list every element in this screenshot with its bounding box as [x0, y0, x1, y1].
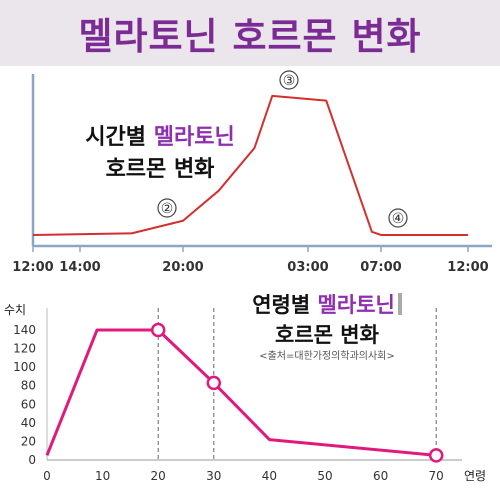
age-x-tick-label: 60: [373, 469, 388, 483]
hourly-label-prefix: 시간별: [85, 125, 147, 150]
hourly-tick-label: 12:00: [12, 260, 53, 275]
decorative-bar: [397, 293, 402, 315]
age-x-tick-label: 50: [317, 469, 332, 483]
age-data-point: [150, 322, 166, 338]
hourly-marker-circle: [388, 208, 408, 228]
age-x-tick-label: 0: [43, 469, 51, 483]
hourly-marker-label: ②: [161, 201, 174, 217]
age-y-tick-label: 80: [21, 379, 36, 393]
age-label-prefix: 연령별: [252, 293, 311, 317]
age-y-tick-label: 100: [13, 360, 36, 374]
title-banner: 멜라토닌 호르몬 변화: [0, 0, 500, 66]
hourly-series-line: [32, 94, 468, 236]
age-x-tick-label: 10: [95, 469, 110, 483]
age-y-label: 수치: [4, 303, 26, 317]
hourly-marker-circle: [157, 198, 177, 218]
hourly-tick-label: 07:00: [360, 260, 401, 275]
age-label-accent: 멜라토닌: [317, 293, 395, 317]
hourly-marker-circle: [279, 70, 299, 90]
hourly-melatonin-chart: 12:00 14:00 20:00 03:00 07:00 12:00 ② ③ ④: [12, 70, 492, 275]
age-y-tick-label: 40: [21, 416, 36, 430]
page-title: 멜라토닌 호르몬 변화: [78, 15, 422, 58]
age-y-tick-label: 20: [21, 434, 36, 448]
age-data-point: [428, 448, 444, 463]
hourly-marker-label: ③: [283, 73, 296, 89]
age-x-tick-label: 30: [206, 469, 221, 483]
hourly-tick-label: 12:00: [447, 260, 488, 275]
hourly-tick-label: 03:00: [287, 260, 328, 275]
age-y-tick-label: 120: [13, 342, 36, 356]
age-x-label: 연령: [464, 469, 486, 483]
hourly-label-suffix: 호르몬 변화: [105, 157, 215, 182]
age-x-tick-label: 70: [429, 469, 444, 483]
hourly-tick-label: 20:00: [162, 260, 203, 275]
age-melatonin-chart: 수치 연령 0 10 20 30 40 50 60 70 0 20 40 60 80 100 120 140: [4, 303, 486, 483]
age-x-tick-label: 20: [151, 469, 166, 483]
age-y-tick-label: 60: [21, 397, 36, 411]
hourly-label-accent: 멜라토닌: [153, 125, 235, 150]
age-data-point: [206, 375, 222, 391]
hourly-marker-label: ④: [392, 211, 405, 227]
age-y-tick-label: 0: [28, 453, 36, 467]
age-y-tick-label: 140: [13, 323, 36, 337]
age-label-suffix: 호르몬 변화: [275, 323, 379, 347]
age-chart-label: 연령별 멜라토닌 호르몬 변화 <출처=대한가정의학과의사회>: [222, 290, 432, 363]
age-x-tick-label: 40: [262, 469, 277, 483]
hourly-chart-label: 시간별 멜라토닌 호르몬 변화: [60, 122, 260, 186]
hourly-tick-label: 14:00: [59, 260, 100, 275]
age-series-line: [45, 328, 437, 457]
source-note: <출처=대한가정의학과의사회>: [259, 351, 395, 362]
